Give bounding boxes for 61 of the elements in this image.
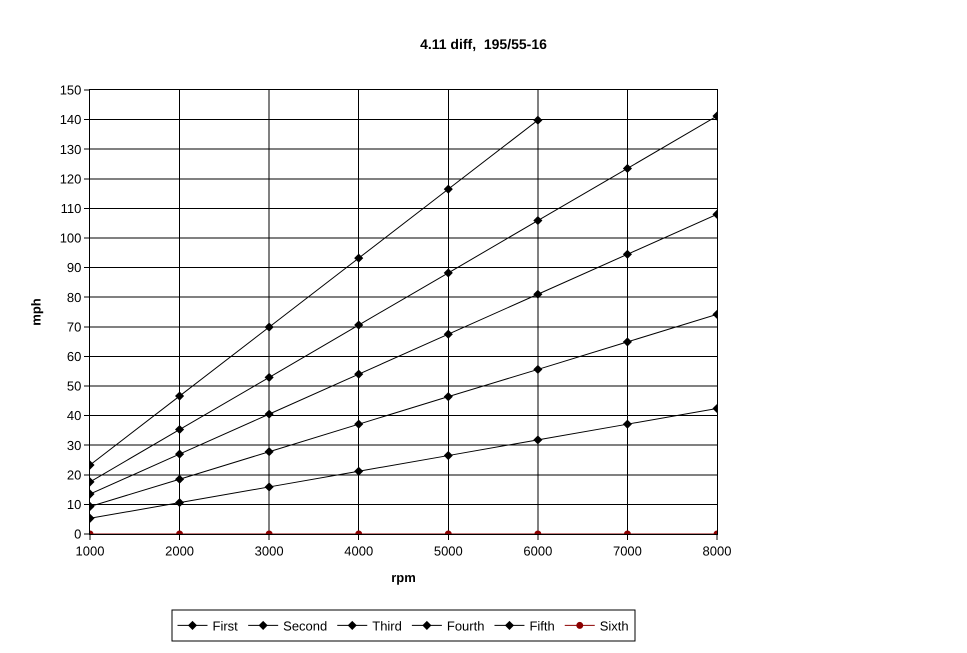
y-tick-label: 50 xyxy=(66,378,82,394)
y-tick-label: 130 xyxy=(60,142,82,157)
y-tick-label: 0 xyxy=(74,526,82,542)
point xyxy=(175,424,184,434)
y-tick-label: 120 xyxy=(60,171,82,186)
point xyxy=(622,250,632,259)
point xyxy=(444,451,453,460)
point xyxy=(444,268,453,278)
point xyxy=(622,164,632,173)
y-tick-label: 70 xyxy=(66,319,82,334)
point xyxy=(354,370,364,379)
point xyxy=(175,450,184,459)
y-tick-label: 80 xyxy=(66,290,82,305)
y-tick-label: 60 xyxy=(66,348,82,364)
point xyxy=(264,447,274,456)
x-tick-label: 8000 xyxy=(702,544,732,559)
point xyxy=(622,420,632,429)
y-tick-label: 40 xyxy=(66,408,82,424)
point xyxy=(175,498,184,508)
point xyxy=(354,254,364,263)
y-tick-label: 100 xyxy=(60,230,82,246)
y-axis-title: mph xyxy=(28,298,44,326)
point xyxy=(622,337,632,346)
point xyxy=(175,392,184,401)
point xyxy=(264,482,274,492)
legend-label: Second xyxy=(283,618,328,634)
y-tick-label: 110 xyxy=(60,200,82,216)
point xyxy=(533,290,542,299)
x-tick-label: 3000 xyxy=(254,544,284,559)
point xyxy=(354,320,364,330)
point xyxy=(444,392,453,402)
x-tick-label: 6000 xyxy=(523,544,552,559)
point xyxy=(264,410,274,419)
point xyxy=(175,474,184,484)
legend-label: Fourth xyxy=(446,618,484,634)
x-tick-label: 1000 xyxy=(76,544,104,559)
point xyxy=(264,372,274,382)
point xyxy=(533,216,542,226)
legend-label: Third xyxy=(372,618,402,634)
y-tick-label: 10 xyxy=(66,496,82,512)
x-axis-title: rpm xyxy=(391,570,416,586)
legend-label: Sixth xyxy=(600,618,629,634)
x-tick-label: 7000 xyxy=(612,544,642,559)
legend-label: First xyxy=(212,618,238,634)
point xyxy=(264,322,274,332)
point xyxy=(444,184,453,194)
y-tick-label: 90 xyxy=(66,260,82,276)
y-tick-label: 20 xyxy=(66,467,82,482)
x-tick-label: 5000 xyxy=(434,544,463,559)
legend-label: Fifth xyxy=(529,618,555,634)
y-tick-label: 140 xyxy=(60,112,82,128)
y-tick-label: 150 xyxy=(60,82,82,98)
point xyxy=(533,364,542,374)
point xyxy=(533,116,542,125)
chart-title: 4.11 diff, 195/55-16 xyxy=(420,36,548,52)
x-tick-label: 2000 xyxy=(165,544,194,559)
y-tick-label: 30 xyxy=(66,438,82,453)
point xyxy=(444,330,453,339)
x-tick-label: 4000 xyxy=(344,544,374,559)
point xyxy=(354,420,364,429)
point xyxy=(533,435,542,444)
